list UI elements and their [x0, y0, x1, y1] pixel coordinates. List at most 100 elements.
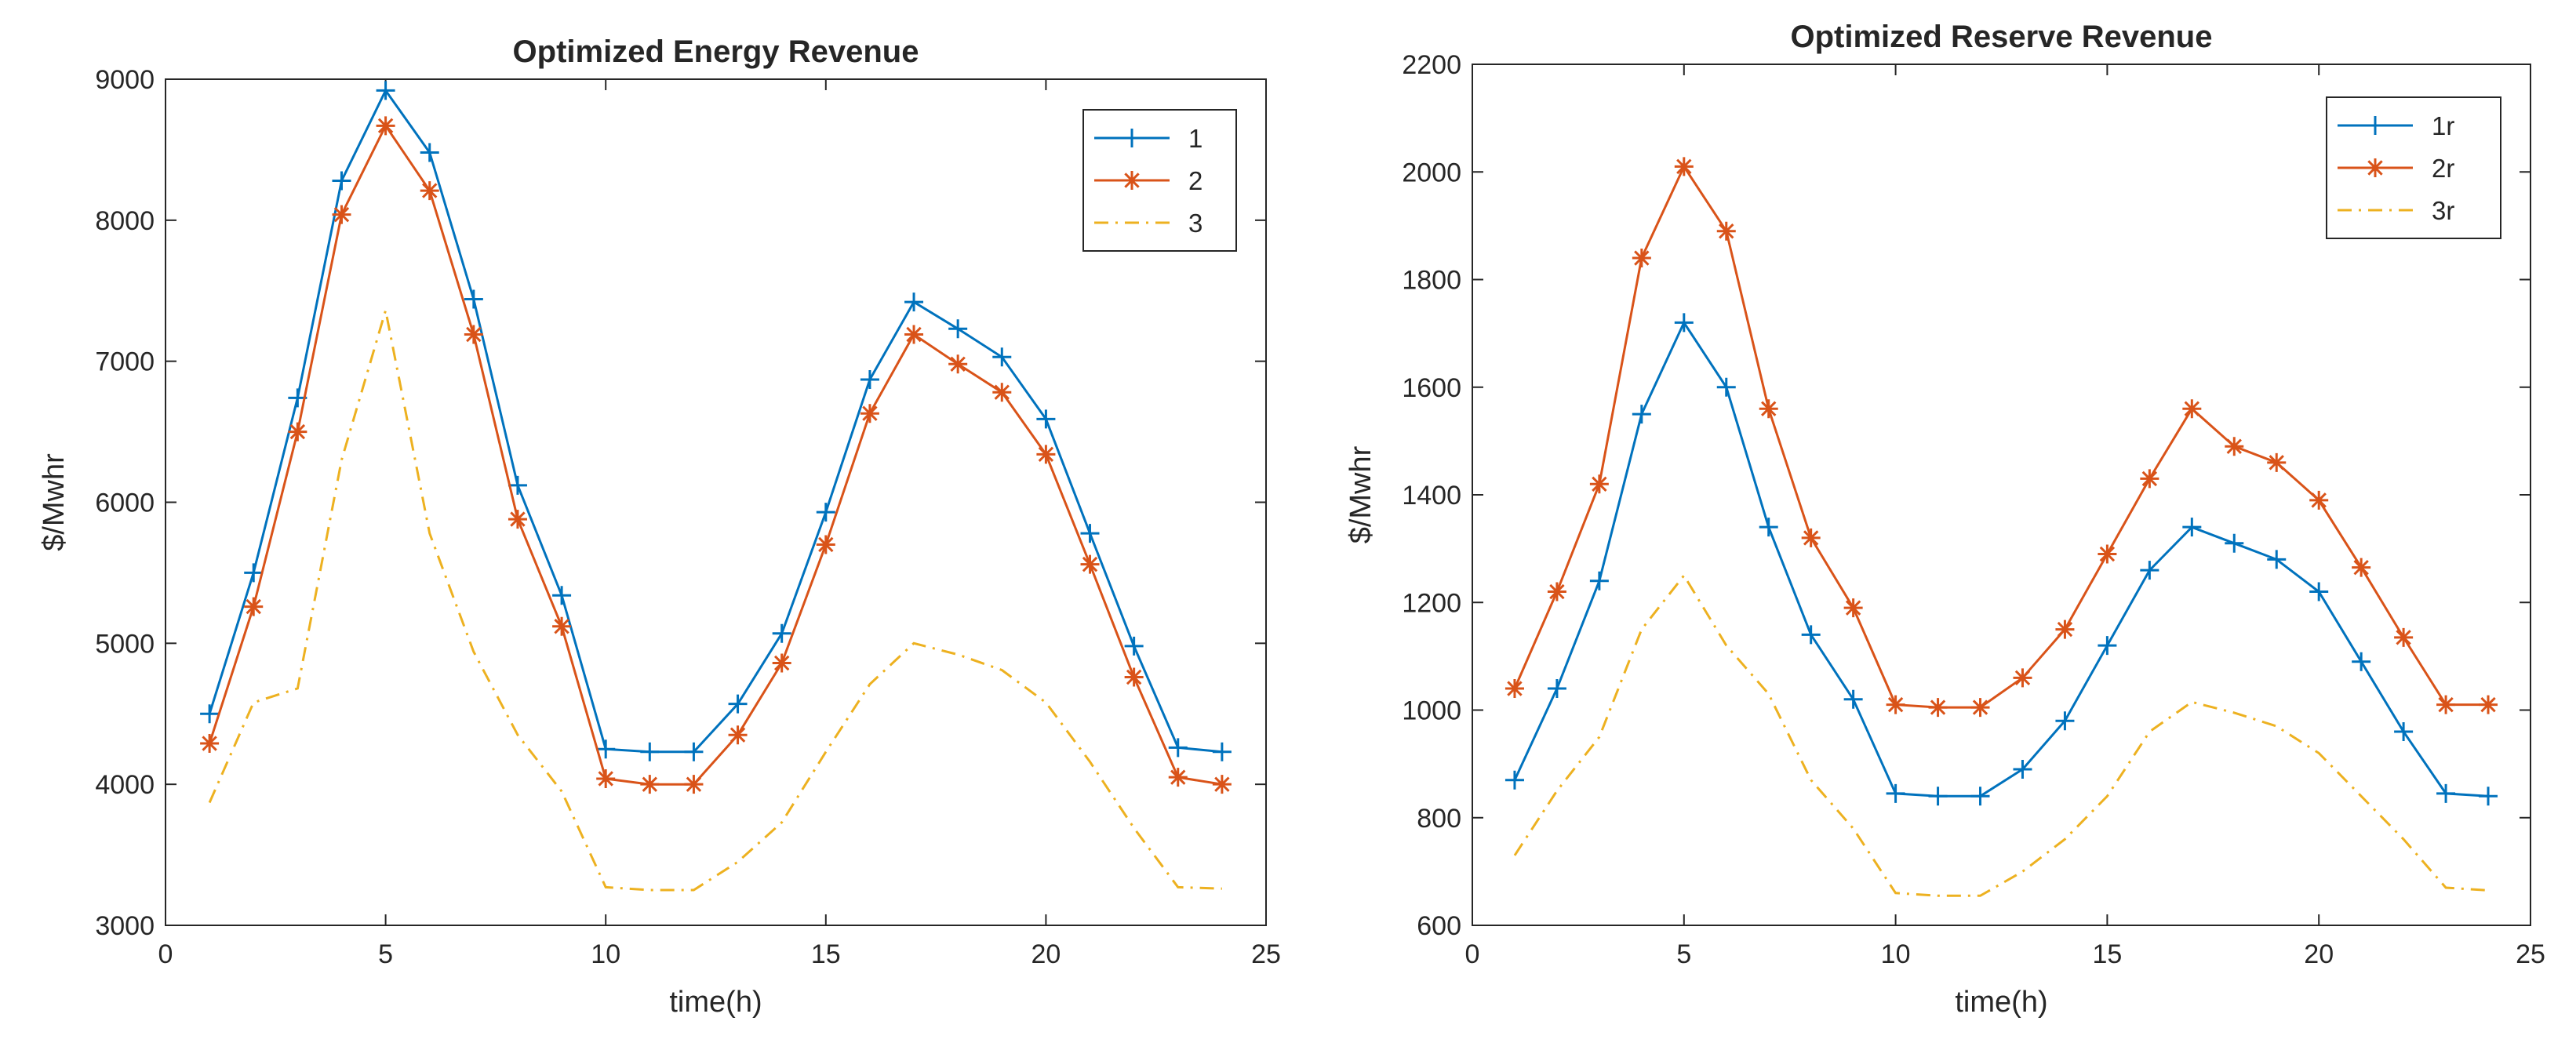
data-point-1	[1212, 742, 1232, 761]
data-point-1r	[2013, 759, 2032, 779]
data-point-1r	[2479, 787, 2498, 806]
series-line-2	[208, 123, 1223, 786]
data-point-2	[200, 734, 220, 754]
data-point-2	[772, 653, 791, 673]
data-point-2	[728, 725, 748, 745]
data-point-1r	[2055, 711, 2075, 731]
x-tick-label: 15	[811, 939, 841, 969]
data-point-1r	[2225, 533, 2244, 553]
y-tick-label: 1800	[1402, 266, 1461, 296]
data-point-1r	[2140, 561, 2159, 580]
data-point-1	[1036, 409, 1056, 429]
data-point-2	[244, 597, 264, 616]
data-point-1r	[2309, 582, 2329, 601]
legend-marker-1	[1122, 129, 1141, 147]
data-point-2r	[2309, 490, 2329, 510]
x-tick-label: 0	[1465, 939, 1480, 969]
data-point-1	[772, 623, 791, 643]
data-point-2r	[1716, 221, 1736, 241]
legend-label-3: 3	[1188, 209, 1202, 238]
data-point-2	[1212, 775, 1232, 794]
x-tick-label: 10	[1881, 939, 1911, 969]
data-point-2r	[2394, 627, 2414, 647]
series-line-1	[208, 88, 1223, 754]
x-tick-label: 5	[378, 939, 393, 969]
data-point-1	[508, 475, 527, 495]
data-point-2r	[1970, 698, 1990, 718]
data-point-2	[1080, 554, 1100, 574]
data-point-2r	[1674, 157, 1694, 176]
data-point-2	[1124, 667, 1144, 687]
data-point-2r	[2140, 469, 2159, 489]
y-tick-label: 1000	[1402, 696, 1461, 726]
data-point-2	[596, 768, 616, 788]
x-tick-label: 20	[2304, 939, 2334, 969]
reserve-revenue-chart: 0 5 10 15 20 25 600 800 1000 1200 1400 1600 1800 2000…	[1344, 20, 2545, 1019]
data-point-1	[376, 81, 395, 100]
data-point-1r	[1632, 405, 1651, 424]
data-point-1	[860, 370, 879, 390]
data-point-2	[992, 383, 1012, 402]
data-point-1	[948, 319, 968, 339]
x-tick-label: 25	[2516, 939, 2545, 969]
legend-label-2: 2	[1188, 166, 1202, 195]
data-point-2r	[1801, 528, 1821, 547]
data-point-1	[992, 347, 1012, 367]
x-axis-label: time(h)	[669, 986, 762, 1019]
data-point-2r	[1928, 698, 1948, 718]
data-point-2r	[1547, 582, 1566, 601]
data-point-1	[816, 503, 835, 522]
data-point-2	[684, 775, 704, 794]
series-2r	[1504, 157, 2498, 718]
legend: 1r 2r 3r	[2326, 96, 2501, 239]
data-point-1	[640, 742, 660, 761]
data-point-2	[332, 205, 351, 224]
data-point-1r	[2352, 652, 2371, 671]
data-point-2	[1036, 445, 1056, 464]
energy-revenue-chart: 0 5 10 15 20 25 3000 4000 5000 6000 7000 8000 9000 Op…	[38, 35, 1281, 1019]
x-tick-label: 5	[1676, 939, 1691, 969]
series-3r	[1513, 573, 2489, 897]
y-tick-label: 1200	[1402, 588, 1461, 618]
y-tick-label: 2000	[1402, 158, 1461, 187]
data-point-1	[244, 563, 264, 583]
series-line-2r	[1513, 164, 2488, 709]
y-tick-label: 600	[1417, 911, 1461, 941]
x-tick-label: 20	[1031, 939, 1061, 969]
data-point-2	[376, 116, 395, 136]
x-tick-label: 0	[158, 939, 173, 969]
y-tick-label: 6000	[95, 489, 155, 518]
data-point-2r	[2436, 695, 2456, 714]
data-point-2r	[2013, 668, 2032, 688]
data-point-1r	[1886, 783, 1905, 803]
chart-title: Optimized Reserve Revenue	[1791, 20, 2213, 54]
data-point-2r	[1632, 249, 1651, 268]
legend-label-1: 1	[1188, 124, 1202, 153]
chart-title: Optimized Energy Revenue	[513, 35, 919, 69]
y-tick-label: 9000	[95, 65, 155, 95]
legend-label-2r: 2r	[2432, 154, 2454, 183]
data-point-1r	[1928, 787, 1948, 806]
data-point-2	[816, 535, 835, 554]
y-tick-label: 4000	[95, 770, 155, 800]
data-point-1	[552, 586, 572, 605]
data-point-2r	[1886, 695, 1905, 714]
data-point-1	[200, 704, 220, 724]
series-line-3	[208, 310, 1222, 892]
series-line-3r	[1513, 573, 2489, 897]
data-point-2	[904, 325, 924, 344]
data-point-1r	[1674, 313, 1694, 332]
data-point-1r	[2182, 518, 2202, 537]
legend-marker-1r	[2366, 116, 2385, 135]
data-point-1	[904, 293, 924, 312]
data-point-2	[552, 616, 572, 636]
legend-marker-2	[1122, 171, 1141, 190]
data-point-2r	[2479, 695, 2498, 714]
data-point-2r	[2182, 399, 2202, 419]
data-point-2r	[1759, 399, 1778, 419]
data-point-1r	[2267, 550, 2287, 569]
y-tick-label: 1400	[1402, 481, 1461, 511]
y-tick-label: 1600	[1402, 373, 1461, 403]
data-point-1r	[1759, 518, 1778, 537]
